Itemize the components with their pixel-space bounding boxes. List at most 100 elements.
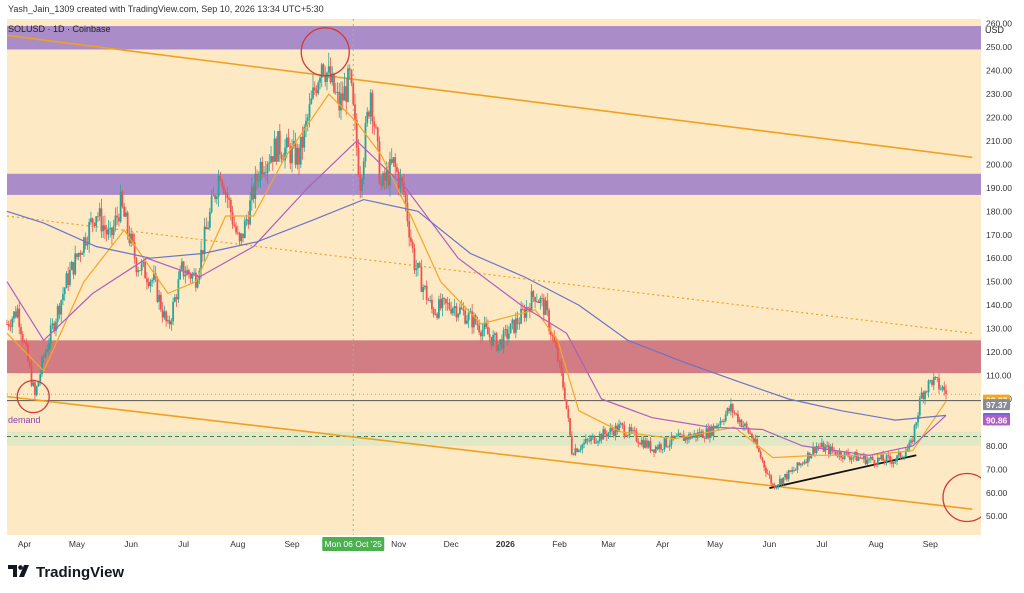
candle-body <box>23 341 26 343</box>
candle-body <box>441 297 444 309</box>
candle-body <box>145 278 148 283</box>
candle-body <box>939 389 942 391</box>
candle-body <box>730 404 732 412</box>
candle-body <box>523 309 526 318</box>
candle-body <box>864 455 867 465</box>
candle-body <box>602 429 605 440</box>
tradingview-brand[interactable]: TradingView <box>8 564 124 581</box>
candle-body <box>275 138 278 162</box>
y-axis[interactable]: 50.0060.0070.0080.0090.00100.00110.00120… <box>981 19 1024 535</box>
candle-body <box>366 111 369 124</box>
candle-body <box>429 299 432 301</box>
candle-body <box>637 441 640 444</box>
candle-body <box>796 462 799 470</box>
candle-body <box>745 423 748 428</box>
candle-body <box>782 477 785 484</box>
candle-body <box>854 452 856 457</box>
candle-body <box>588 440 591 442</box>
candle-body <box>70 262 73 270</box>
y-tick-label: 130.00 <box>986 324 1012 334</box>
candle-body <box>834 451 837 455</box>
candle-body <box>254 174 257 199</box>
candle-body <box>284 147 286 161</box>
candle-body <box>347 68 349 102</box>
candle-body <box>231 212 234 225</box>
candle-body <box>668 444 671 447</box>
candle-body <box>616 425 619 432</box>
candle-body <box>130 233 133 244</box>
candle-body <box>653 449 655 453</box>
candle-body <box>387 170 390 186</box>
candle-body <box>936 377 939 379</box>
candle-body <box>191 273 194 279</box>
candle-body <box>852 456 855 458</box>
candle-body <box>196 280 199 288</box>
candle-body <box>474 315 477 324</box>
candle-body <box>242 233 244 239</box>
x-tick-label: Jul <box>178 539 189 549</box>
symbol-legend[interactable]: SOLUSD · 1D · Coinbase <box>8 24 111 34</box>
candle-body <box>452 308 454 314</box>
x-axis[interactable]: Apr May Jun Jul Aug Sep Nov Dec 2026 Feb Mar Apr May… <box>7 535 981 553</box>
candle-body <box>338 91 341 111</box>
candle-body <box>485 323 488 328</box>
candle-body <box>133 242 136 259</box>
candle-body <box>465 320 468 324</box>
candle-body <box>448 302 451 309</box>
candle-body <box>862 455 865 459</box>
candle-body <box>48 343 50 350</box>
candle-body <box>151 279 154 282</box>
candle-body <box>721 421 724 422</box>
candle-body <box>308 104 311 118</box>
candle-body <box>735 413 738 414</box>
candle-body <box>138 270 141 272</box>
candle-body <box>32 382 35 386</box>
brand-name: TradingView <box>36 564 125 581</box>
candle-body <box>831 446 834 451</box>
candle-body <box>887 455 890 457</box>
candle-body <box>691 435 694 439</box>
candle-body <box>459 307 461 315</box>
candle-body <box>773 484 776 489</box>
candle-body <box>646 440 648 448</box>
candle-body <box>343 86 346 101</box>
candle-body <box>883 460 886 463</box>
candle-body <box>462 309 465 311</box>
candle-body <box>205 226 208 230</box>
candle-body <box>798 462 801 466</box>
candle-body <box>890 460 893 464</box>
candle-body <box>355 119 358 149</box>
candle-body <box>7 324 10 327</box>
candle-body <box>908 442 911 449</box>
candle-body <box>626 435 629 437</box>
candle-body <box>236 232 239 234</box>
candle-body <box>443 297 446 299</box>
candle-body <box>438 299 440 318</box>
candle-body <box>607 432 610 437</box>
candle-body <box>506 329 509 339</box>
price-label-bg <box>983 399 1010 411</box>
candle-body <box>104 225 106 230</box>
x-tick-label: Apr <box>18 539 31 549</box>
candle-body <box>257 180 260 182</box>
candle-body <box>256 174 258 181</box>
candle-body <box>486 327 489 335</box>
candle-body <box>270 156 272 163</box>
tradingview-logo-icon <box>8 564 30 581</box>
attribution-text: Yash_Jain_1309 created with TradingView.… <box>8 4 324 14</box>
candle-body <box>619 423 622 425</box>
candle-body <box>424 285 426 288</box>
candle-body <box>411 241 414 249</box>
candle-body <box>385 170 388 181</box>
candle-body <box>570 435 573 455</box>
candle-body <box>502 330 505 349</box>
y-tick-label: 170.00 <box>986 230 1012 240</box>
candle-body <box>696 432 699 438</box>
candle-body <box>593 435 596 444</box>
candle-body <box>612 431 615 436</box>
moving-averages-layer <box>6 93 947 459</box>
candle-body <box>60 300 63 315</box>
candle-body <box>749 432 752 434</box>
candle-body <box>340 93 342 111</box>
